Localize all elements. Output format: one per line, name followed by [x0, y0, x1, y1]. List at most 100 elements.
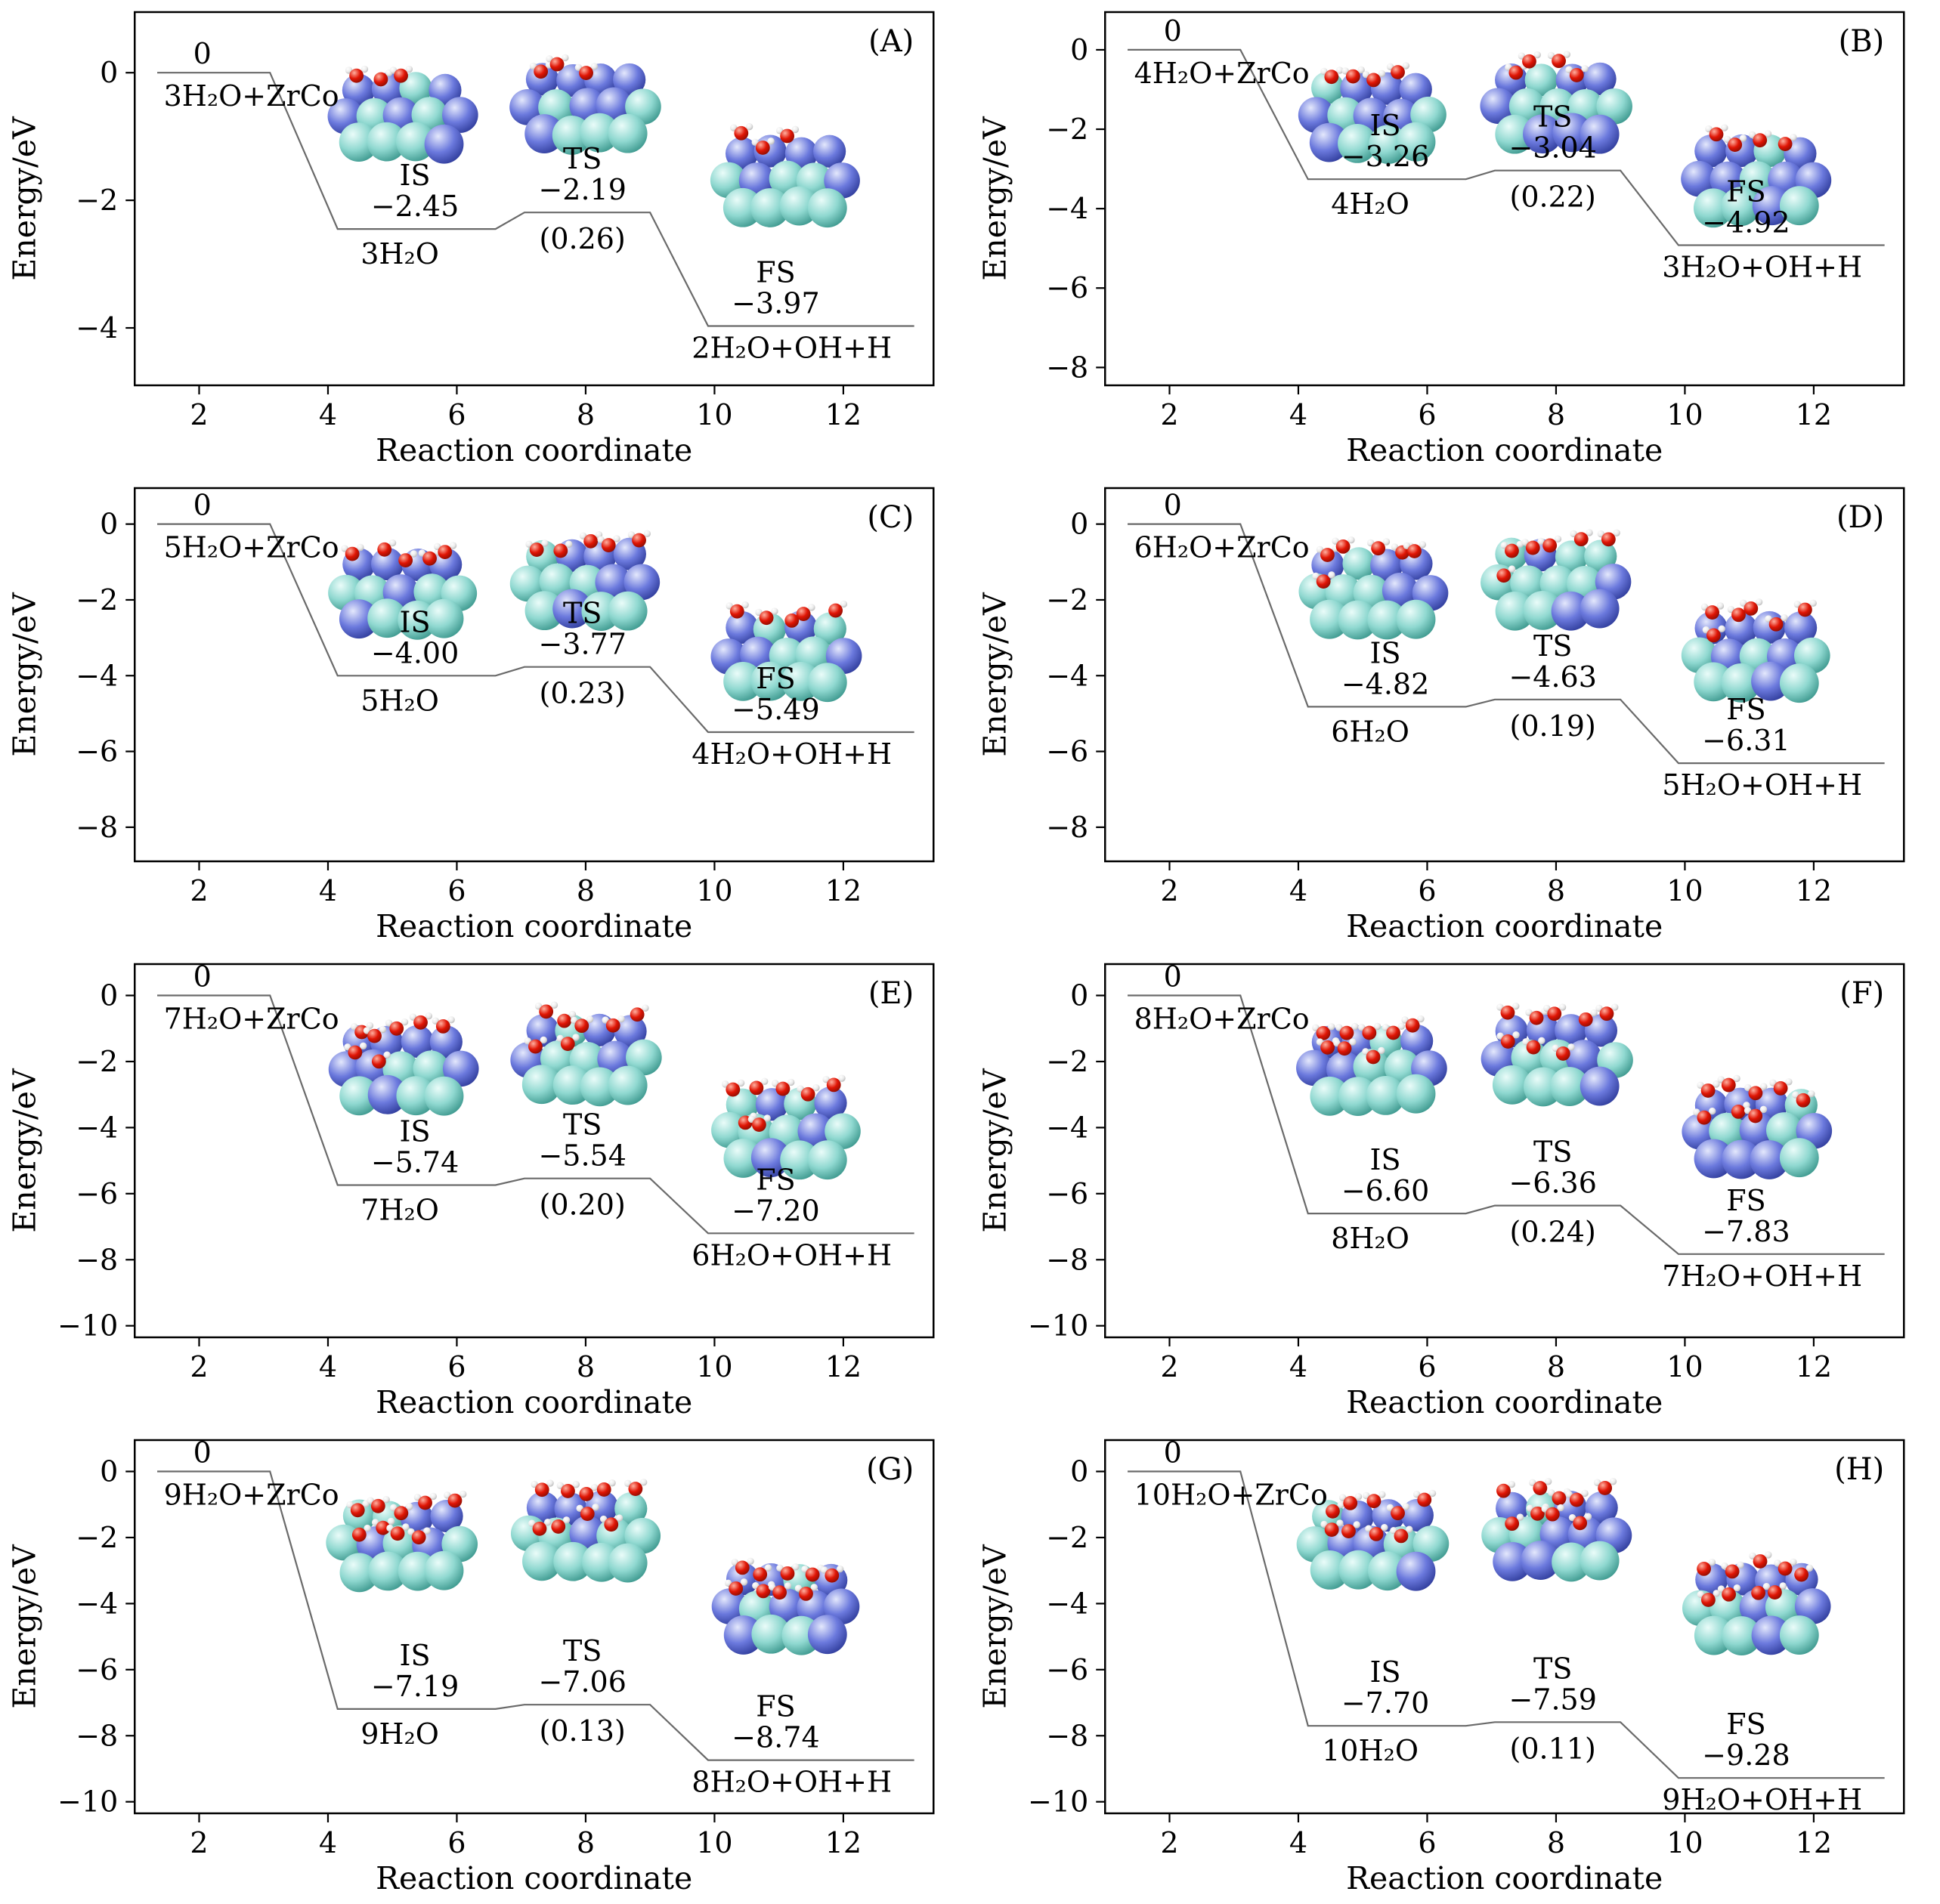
hydrogen-atom: [449, 542, 457, 549]
oxygen-atom: [800, 1086, 815, 1102]
x-tick-label: 10: [696, 398, 732, 431]
barrier-label: (0.23): [540, 677, 626, 710]
metal-atom: [368, 1551, 408, 1591]
molecule-structure-is: [1298, 536, 1448, 640]
x-tick-label: 4: [1289, 1350, 1307, 1383]
molecule-structure-ts: [1481, 1002, 1633, 1107]
oxygen-atom: [630, 1007, 645, 1022]
oxygen-atom: [349, 68, 364, 83]
metal-atom: [1580, 1541, 1620, 1581]
oxygen-atom: [825, 1568, 840, 1583]
oxygen-atom: [1361, 1025, 1376, 1040]
metal-atom: [1580, 589, 1620, 629]
energy-panel-e: 2 4 6 8 10 12 0 −2 −4 −6 −8 −10 Reaction coordinate E…: [0, 952, 970, 1428]
hydrogen-atom: [1402, 1503, 1409, 1510]
metal-atom: [339, 599, 379, 639]
x-tick-label: 12: [1795, 1350, 1831, 1383]
y-tick-label: −8: [76, 1243, 118, 1276]
oxygen-atom: [1341, 1524, 1356, 1538]
fs-label: FS: [756, 662, 795, 695]
oxygen-atom: [772, 1585, 787, 1600]
oxygen-atom: [1416, 1492, 1431, 1507]
y-tick-label: 0: [1070, 33, 1088, 66]
plot-border: [134, 1439, 935, 1815]
y-tick-label: −8: [1046, 1243, 1088, 1276]
hydrogen-atom: [1428, 1489, 1436, 1498]
metal-atom: [750, 188, 790, 227]
hydrogen-atom: [1508, 565, 1515, 573]
adsorbed-water-label: 3H₂O: [360, 237, 439, 270]
hydrogen-atom: [1762, 1582, 1770, 1590]
panel-tag: (D): [1836, 500, 1883, 535]
molecule-structure-is: [1295, 1015, 1447, 1116]
x-tick-label: 2: [190, 1826, 208, 1859]
x-tick-label: 4: [1289, 874, 1307, 907]
metal-atom: [1549, 1067, 1589, 1106]
oxygen-atom: [1555, 1046, 1570, 1061]
oxygen-atom: [348, 1045, 363, 1060]
x-tick-label: 10: [696, 1350, 732, 1383]
hydrogen-atom: [740, 1578, 748, 1586]
metal-atom: [1554, 1014, 1587, 1047]
x-axis-label: Reaction coordinate: [1346, 1860, 1663, 1896]
metal-atom: [755, 1088, 789, 1121]
hydrogen-atom: [590, 63, 599, 70]
metal-atom: [807, 1140, 847, 1180]
molecule-structure-fs: [1680, 124, 1831, 228]
oxygen-atom: [560, 1037, 575, 1051]
y-tick-label: −2: [76, 184, 118, 217]
metal-atom: [626, 1039, 662, 1076]
product-label: 3H₂O+OH+H: [1662, 250, 1862, 283]
metal-atom: [342, 73, 376, 107]
metal-atom: [595, 564, 632, 601]
oxygen-atom: [1697, 1110, 1711, 1125]
energy-panel-b: 2 4 6 8 10 12 0 −2 −4 −6 −8 Reaction coordinate Ener…: [970, 0, 1940, 476]
metal-atom: [429, 1025, 463, 1059]
is-energy-value: −7.70: [1341, 1686, 1428, 1720]
y-tick-label: −10: [1028, 1785, 1088, 1819]
metal-atom: [1784, 611, 1817, 644]
metal-atom: [1520, 1541, 1560, 1580]
metal-atom: [1295, 1049, 1332, 1086]
hydrogen-atom: [1716, 602, 1724, 610]
oxygen-atom: [1500, 1005, 1515, 1020]
ts-energy-value: −3.77: [538, 628, 626, 661]
hydrogen-atom: [379, 1025, 387, 1034]
oxygen-atom: [780, 1566, 795, 1581]
fs-energy-value: −4.92: [1702, 206, 1790, 239]
oxygen-atom: [1709, 127, 1723, 142]
energy-profile-line: [157, 994, 914, 1235]
oxygen-atom: [557, 1013, 572, 1028]
hydrogen-atom: [1589, 1009, 1598, 1017]
x-tick-label: 12: [1795, 874, 1831, 907]
ts-energy-value: −7.06: [538, 1665, 626, 1698]
hydrogen-atom: [1327, 571, 1335, 579]
is-label: IS: [1369, 109, 1400, 142]
oxygen-atom: [759, 610, 774, 626]
metal-atom: [1367, 1551, 1407, 1591]
x-tick-label: 12: [825, 1826, 862, 1859]
ts-energy-value: −7.59: [1508, 1683, 1596, 1716]
metal-atom: [726, 610, 759, 644]
metal-atom: [1739, 1589, 1775, 1625]
hydrogen-atom: [840, 600, 848, 608]
hydrogen-atom: [423, 1527, 431, 1535]
hydrogen-atom: [1612, 529, 1620, 536]
energy-panel-g: 2 4 6 8 10 12 0 −2 −4 −6 −8 −10 Reaction coordinate E…: [0, 1428, 970, 1904]
x-tick-label: 2: [190, 874, 208, 907]
metal-atom: [521, 1065, 562, 1105]
metal-atom: [401, 1025, 434, 1059]
metal-atom: [554, 1492, 587, 1525]
oxygen-atom: [534, 1482, 549, 1498]
hydrogen-atom: [808, 604, 815, 611]
hydrogen-atom: [359, 1042, 367, 1049]
panel-tag: (F): [1839, 976, 1884, 1011]
is-label: IS: [400, 1639, 431, 1672]
y-tick-label: −4: [76, 311, 118, 345]
metal-atom: [1337, 124, 1377, 163]
product-label: 9H₂O+OH+H: [1662, 1783, 1862, 1816]
molecule-structure-is: [1298, 62, 1446, 164]
oxygen-atom: [780, 128, 795, 144]
metal-atom: [722, 187, 763, 227]
y-tick-label: −4: [76, 1111, 118, 1144]
